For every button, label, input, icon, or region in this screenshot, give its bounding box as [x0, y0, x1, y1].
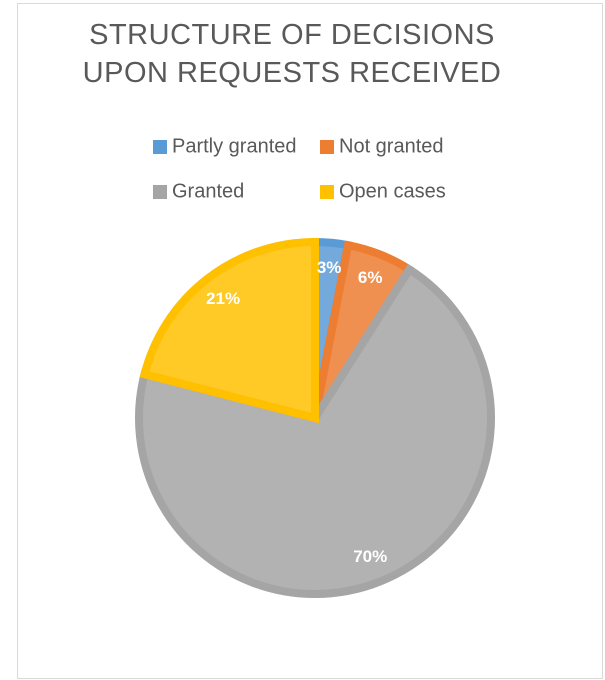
data-label: 70%	[353, 547, 387, 566]
data-label: 6%	[358, 268, 383, 287]
chart-border	[17, 3, 603, 679]
chart-title: STRUCTURE OF DECISIONS UPON REQUESTS REC…	[82, 19, 502, 89]
data-label: 21%	[206, 289, 240, 308]
data-label: 3%	[317, 258, 342, 277]
legend-label: Granted	[172, 180, 244, 202]
legend-swatch	[320, 140, 334, 154]
legend-swatch	[153, 140, 167, 154]
legend-label: Partly granted	[172, 135, 297, 157]
legend-swatch	[320, 185, 334, 199]
legend-label: Not granted	[339, 135, 444, 157]
pie-slice	[139, 237, 319, 424]
pie-slice	[135, 263, 495, 598]
legend-swatch	[153, 185, 167, 199]
legend-label: Open cases	[339, 180, 446, 202]
